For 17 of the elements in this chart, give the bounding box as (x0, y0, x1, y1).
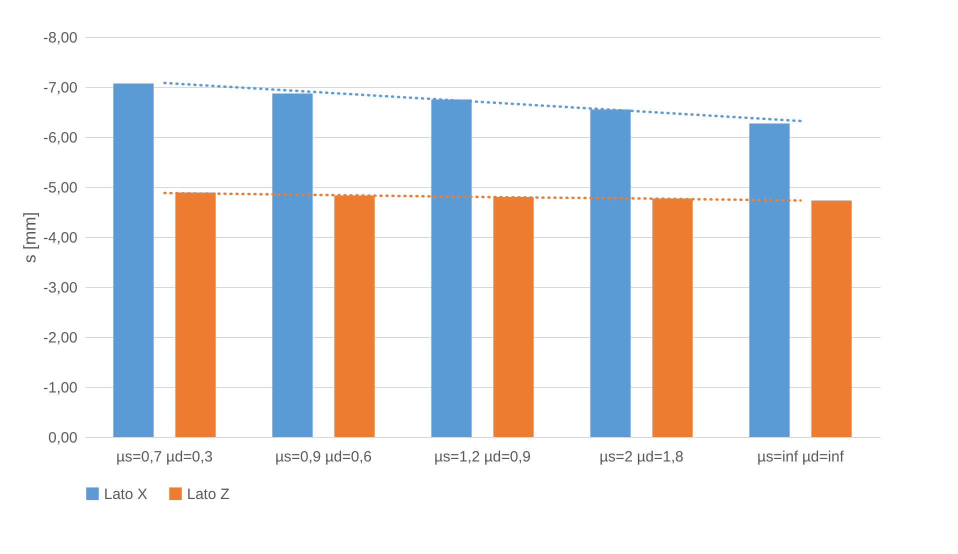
x-tick-label: µs=0,9 µd=0,6 (275, 448, 372, 466)
y-tick-label: -6,00 (43, 130, 78, 146)
legend-label: Lato Z (187, 486, 230, 503)
y-tick-label: -5,00 (43, 180, 78, 196)
legend-label: Lato X (104, 486, 148, 503)
y-tick-label: -8,00 (43, 30, 78, 46)
y-tick-label: -1,00 (43, 380, 78, 396)
y-tick-label: -3,00 (43, 280, 78, 296)
x-tick-label: µs=2 µd=1,8 (599, 448, 684, 466)
y-tick-label: 0,00 (48, 430, 78, 446)
y-tick-label: -4,00 (43, 230, 78, 246)
y-tick-label: -7,00 (43, 80, 78, 96)
x-tick-label: µs=1,2 µd=0,9 (434, 448, 531, 466)
y-axis-title: s [mm] (20, 212, 40, 263)
y-tick-label: -2,00 (43, 330, 78, 346)
x-tick-label: µs=0,7 µd=0,3 (116, 448, 213, 466)
x-tick-label: µs=inf µd=inf (757, 448, 845, 466)
